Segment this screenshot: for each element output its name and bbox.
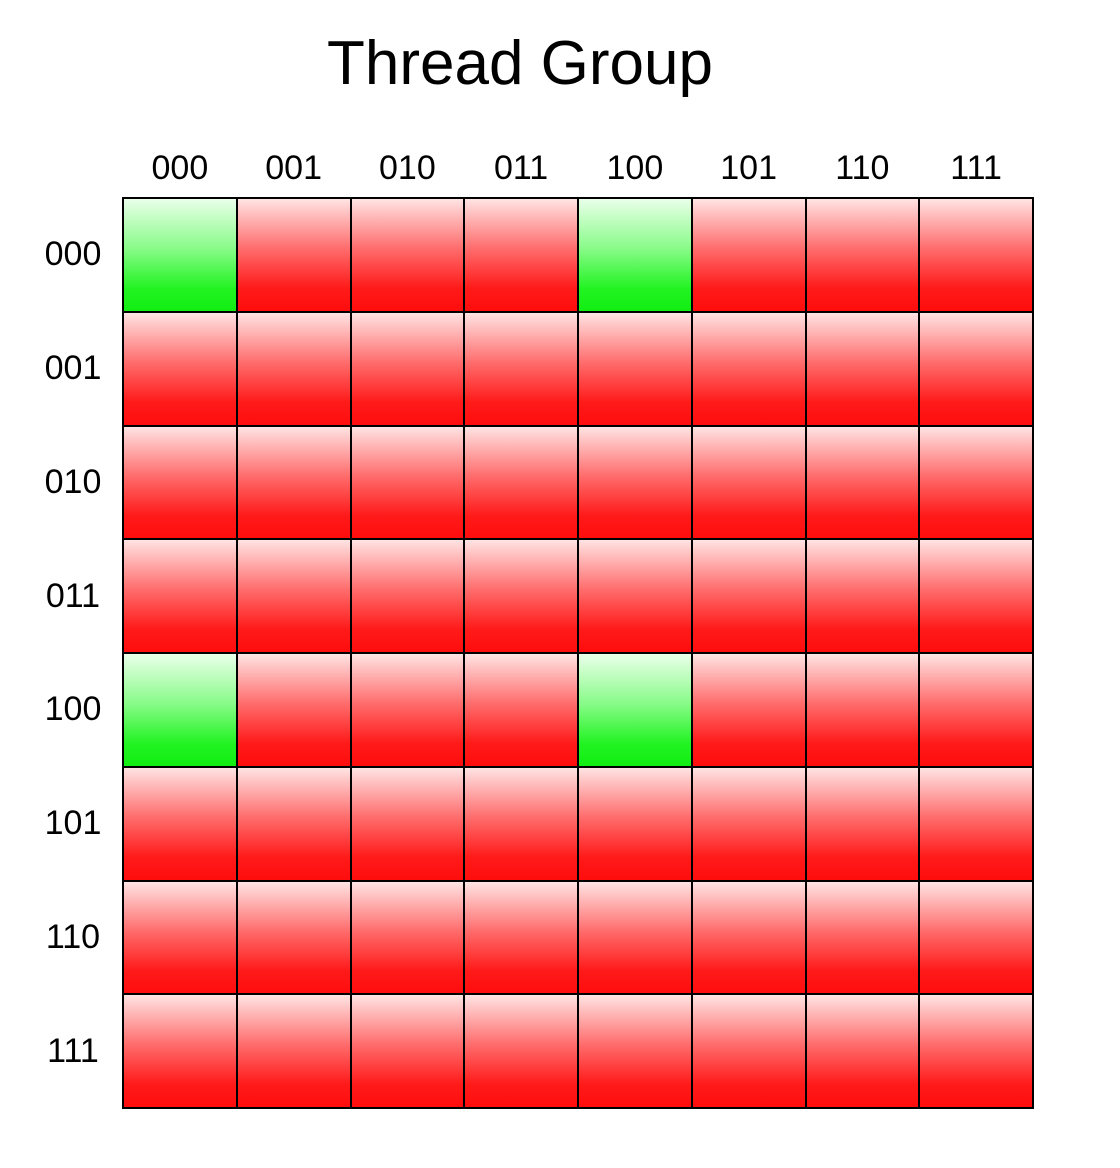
thread-cell-inactive [920, 540, 1032, 652]
thread-cell-inactive [351, 312, 464, 425]
thread-cell-inactive [692, 654, 805, 766]
row-label: 111 [47, 1031, 99, 1070]
column-label: 011 [494, 149, 549, 187]
thread-cell-inactive [465, 199, 577, 311]
thread-cell-inactive [920, 654, 1032, 766]
diagram-title: Thread Group [327, 29, 713, 98]
column-label: 111 [950, 149, 1002, 187]
thread-cell-inactive [124, 881, 236, 994]
column-label: 101 [720, 149, 777, 187]
thread-cell-inactive [351, 654, 464, 766]
thread-cell-inactive [920, 995, 1032, 1107]
thread-cell-inactive [579, 767, 691, 880]
row-labels: 000 001 010 011 100 101 110 111 [30, 198, 116, 1108]
thread-cell-inactive [579, 540, 691, 652]
thread-cell-inactive [351, 426, 464, 539]
thread-cell-inactive [920, 767, 1032, 880]
row-label: 101 [44, 804, 102, 843]
thread-cell-inactive [692, 426, 805, 539]
thread-cell-inactive [124, 995, 236, 1107]
thread-cell-active [124, 199, 236, 311]
thread-cell-inactive [237, 426, 350, 539]
thread-cell-inactive [920, 426, 1032, 539]
thread-grid [122, 197, 1034, 1109]
column-label: 001 [265, 149, 322, 187]
thread-cell-inactive [351, 540, 464, 652]
thread-cell-inactive [579, 881, 691, 994]
thread-cell-inactive [465, 995, 577, 1107]
thread-cell-inactive [692, 995, 805, 1107]
thread-cell-inactive [124, 540, 236, 652]
thread-cell-inactive [920, 881, 1032, 994]
thread-cell-inactive [237, 881, 350, 994]
thread-cell-inactive [237, 767, 350, 880]
thread-cell-inactive [124, 312, 236, 425]
thread-cell-inactive [806, 767, 919, 880]
thread-cell-inactive [806, 426, 919, 539]
thread-cell-inactive [124, 426, 236, 539]
thread-cell-inactive [237, 540, 350, 652]
thread-cell-inactive [351, 881, 464, 994]
thread-cell-inactive [806, 199, 919, 311]
thread-cell-inactive [237, 995, 350, 1107]
thread-cell-inactive [920, 199, 1032, 311]
thread-cell-inactive [806, 540, 919, 652]
row-label: 010 [44, 462, 102, 501]
thread-cell-active [579, 199, 691, 311]
thread-cell-inactive [806, 654, 919, 766]
thread-cell-inactive [351, 995, 464, 1107]
column-label: 000 [151, 149, 209, 187]
row-label: 001 [44, 349, 102, 388]
thread-cell-active [124, 654, 236, 766]
thread-cell-inactive [692, 767, 805, 880]
row-label: 110 [45, 917, 101, 956]
thread-cell-inactive [465, 426, 577, 539]
thread-cell-active [579, 654, 691, 766]
column-label: 010 [379, 149, 436, 187]
thread-cell-inactive [692, 199, 805, 311]
thread-cell-inactive [465, 654, 577, 766]
thread-cell-inactive [237, 654, 350, 766]
column-label: 100 [606, 149, 664, 187]
thread-cell-inactive [579, 312, 691, 425]
thread-cell-inactive [692, 540, 805, 652]
thread-cell-inactive [465, 767, 577, 880]
thread-cell-inactive [806, 881, 919, 994]
thread-cell-inactive [351, 767, 464, 880]
thread-cell-inactive [465, 881, 577, 994]
thread-cell-inactive [237, 199, 350, 311]
thread-cell-inactive [465, 312, 577, 425]
column-labels: 000 001 010 011 100 101 110 111 [123, 146, 1033, 190]
thread-cell-inactive [351, 199, 464, 311]
thread-cell-inactive [579, 426, 691, 539]
thread-cell-inactive [920, 312, 1032, 425]
thread-cell-inactive [579, 995, 691, 1107]
row-label: 100 [44, 690, 102, 729]
thread-cell-inactive [465, 540, 577, 652]
thread-cell-inactive [237, 312, 350, 425]
row-label: 000 [44, 235, 102, 274]
column-label: 110 [835, 149, 890, 187]
thread-cell-inactive [124, 767, 236, 880]
row-label: 011 [45, 576, 101, 615]
thread-cell-inactive [806, 312, 919, 425]
thread-cell-inactive [806, 995, 919, 1107]
thread-cell-inactive [692, 312, 805, 425]
thread-cell-inactive [692, 881, 805, 994]
